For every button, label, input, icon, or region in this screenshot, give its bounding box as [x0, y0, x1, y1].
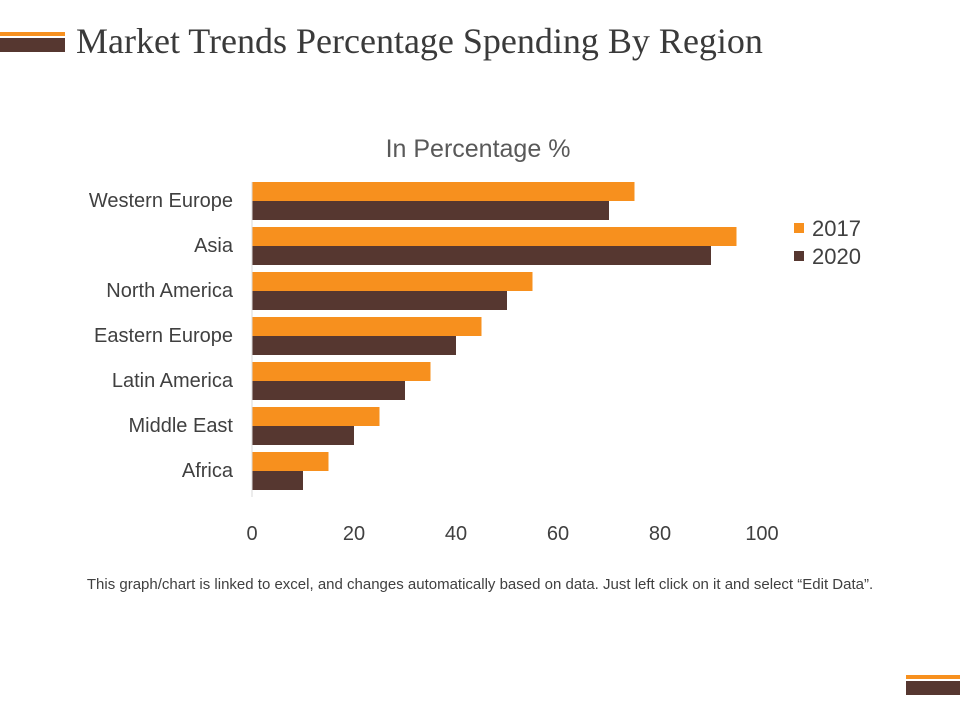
x-tick-label: 0 [246, 523, 257, 540]
bar-2020-north-america[interactable] [252, 291, 507, 310]
bar-2017-latin-america[interactable] [252, 362, 431, 381]
x-tick-labels: 0 20 40 60 80 100 [246, 523, 778, 540]
bar-2017-eastern-europe[interactable] [252, 317, 482, 336]
corner-accent-bar [906, 675, 960, 695]
bar-2020-africa[interactable] [252, 471, 303, 490]
legend-swatch [794, 251, 804, 261]
bar-2020-middle-east[interactable] [252, 426, 354, 445]
category-labels: Western Europe Asia North America Eastern E… [89, 190, 234, 482]
accent-stripe [0, 32, 65, 36]
bar-2017-asia[interactable] [252, 227, 737, 246]
legend-label: 2017 [812, 216, 861, 241]
footnote: This graph/chart is linked to excel, and… [86, 576, 874, 593]
slide-title: Market Trends Percentage Spending By Reg… [76, 21, 763, 61]
bar-2020-eastern-europe[interactable] [252, 336, 456, 355]
category-label: Middle East [129, 415, 234, 437]
chart-title: In Percentage % [386, 135, 571, 163]
category-label: Africa [182, 460, 234, 482]
dark-stripe [906, 681, 960, 695]
bar-chart[interactable]: In Percentage % Western Europe Asia North … [0, 120, 960, 540]
legend-label: 2020 [812, 244, 861, 269]
legend-swatch [794, 223, 804, 233]
x-tick-label: 80 [649, 523, 671, 540]
x-tick-label: 20 [343, 523, 365, 540]
legend[interactable]: 2017 2020 [794, 216, 861, 269]
category-label: Asia [194, 235, 234, 257]
bar-2020-asia[interactable] [252, 246, 711, 265]
category-label: Eastern Europe [94, 325, 233, 347]
bar-2020-western-europe[interactable] [252, 201, 609, 220]
x-tick-label: 60 [547, 523, 569, 540]
dark-stripe [0, 38, 65, 52]
title-accent-bar [0, 32, 65, 52]
category-label: Latin America [112, 370, 234, 392]
x-tick-label: 100 [745, 523, 778, 540]
category-label: North America [106, 280, 234, 302]
bars [252, 182, 737, 490]
bar-2017-western-europe[interactable] [252, 182, 635, 201]
bar-2017-middle-east[interactable] [252, 407, 380, 426]
bar-2017-africa[interactable] [252, 452, 329, 471]
accent-stripe [906, 675, 960, 679]
bar-2020-latin-america[interactable] [252, 381, 405, 400]
x-tick-label: 40 [445, 523, 467, 540]
bar-2017-north-america[interactable] [252, 272, 533, 291]
category-label: Western Europe [89, 190, 233, 212]
